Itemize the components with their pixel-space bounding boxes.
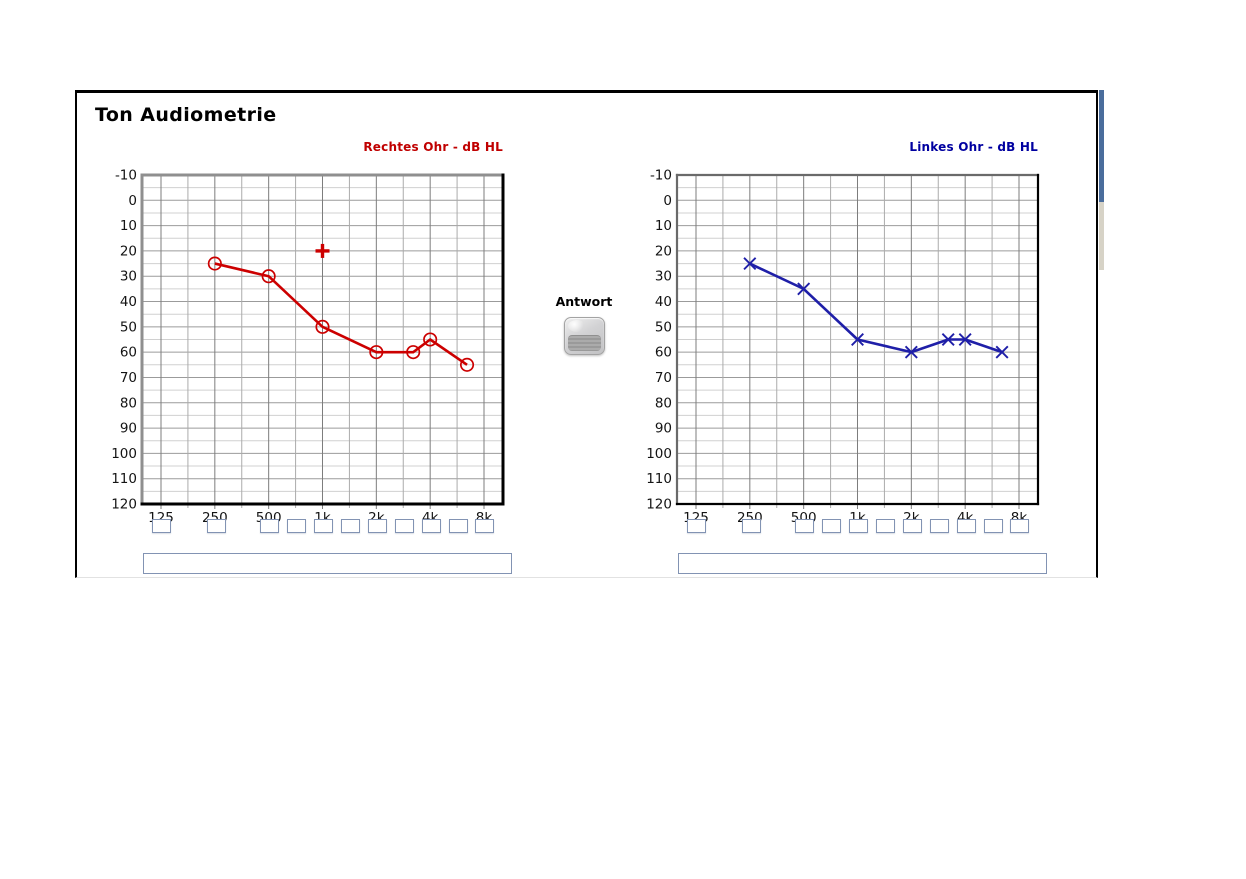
threshold-point-circle-icon (459, 357, 475, 372)
frequency-checkbox[interactable] (287, 519, 306, 533)
svg-text:70: 70 (120, 370, 137, 386)
svg-text:70: 70 (655, 370, 672, 386)
threshold-point-circle-icon (369, 345, 384, 360)
frequency-checkbox[interactable] (822, 519, 841, 533)
svg-text:60: 60 (655, 345, 672, 361)
right-ear-audiogram: Rechtes Ohr - dB HL -10 0 10 20 30 40 50 60 70 80… (100, 140, 520, 585)
svg-text:30: 30 (655, 269, 672, 285)
svg-text:80: 80 (120, 395, 137, 411)
scrollbar (1099, 90, 1104, 270)
frequency-checkbox[interactable] (687, 519, 706, 533)
svg-text:100: 100 (111, 446, 137, 462)
svg-text:50: 50 (655, 319, 672, 335)
frequency-checkbox[interactable] (876, 519, 895, 533)
svg-text:0: 0 (663, 193, 672, 209)
svg-text:-10: -10 (115, 168, 137, 184)
frequency-checkbox[interactable] (341, 519, 360, 533)
svg-text:40: 40 (120, 294, 137, 310)
frequency-checkbox[interactable] (449, 519, 468, 533)
frequency-checkbox[interactable] (984, 519, 1003, 533)
svg-text:50: 50 (120, 319, 137, 335)
svg-text:110: 110 (646, 471, 672, 487)
left-ear-notes-input[interactable] (678, 553, 1047, 574)
frequency-checkbox[interactable] (849, 519, 868, 533)
frequency-checkbox[interactable] (957, 519, 976, 533)
svg-text:0: 0 (128, 193, 137, 209)
scrollbar-thumb[interactable] (1099, 90, 1104, 202)
frequency-checkbox[interactable] (1010, 519, 1029, 533)
svg-text:90: 90 (120, 421, 137, 437)
svg-text:30: 30 (120, 269, 137, 285)
svg-text:100: 100 (646, 446, 672, 462)
scrollbar-track-segment[interactable] (1099, 202, 1104, 270)
frequency-checkbox[interactable] (314, 519, 333, 533)
threshold-point-circle-icon (207, 256, 222, 271)
svg-text:40: 40 (655, 294, 672, 310)
threshold-point-circle-icon (423, 332, 438, 347)
svg-text:-10: -10 (650, 168, 672, 184)
left-ear-audiogram: Linkes Ohr - dB HL -10 0 10 20 30 40 50 60 70 80 9… (635, 140, 1055, 585)
frequency-checkbox[interactable] (930, 519, 949, 533)
right-ear-frequency-checkboxes (100, 519, 520, 535)
svg-text:60: 60 (120, 345, 137, 361)
svg-text:110: 110 (111, 471, 137, 487)
frequency-checkbox[interactable] (422, 519, 441, 533)
frequency-checkbox[interactable] (395, 519, 414, 533)
frequency-checkbox[interactable] (795, 519, 814, 533)
right-ear-chart-title: Rechtes Ohr - dB HL (363, 140, 503, 154)
svg-text:20: 20 (120, 243, 137, 259)
left-ear-chart-title: Linkes Ohr - dB HL (909, 140, 1038, 154)
threshold-point-circle-icon (315, 319, 330, 334)
frequency-checkbox[interactable] (260, 519, 279, 533)
svg-text:80: 80 (655, 395, 672, 411)
frequency-checkbox[interactable] (475, 519, 494, 533)
svg-text:120: 120 (111, 497, 137, 513)
left-ear-frequency-checkboxes (635, 519, 1055, 535)
page-title: Ton Audiometrie (95, 104, 277, 126)
frequency-checkbox[interactable] (152, 519, 171, 533)
svg-text:90: 90 (655, 421, 672, 437)
frequency-checkbox[interactable] (368, 519, 387, 533)
svg-text:10: 10 (655, 218, 672, 234)
antwort-gloss-highlight-icon (567, 320, 586, 332)
antwort-label: Antwort (555, 294, 613, 309)
antwort-indicator: Antwort (546, 294, 622, 355)
right-ear-notes-input[interactable] (143, 553, 512, 574)
frequency-checkbox[interactable] (742, 519, 761, 533)
frequency-checkbox[interactable] (903, 519, 922, 533)
antwort-lamp-recess (567, 335, 601, 351)
threshold-point-circle-icon (261, 269, 276, 284)
svg-text:20: 20 (655, 243, 672, 259)
frequency-checkbox[interactable] (207, 519, 226, 533)
antwort-button[interactable] (563, 317, 605, 355)
threshold-point-circle-icon (406, 345, 421, 360)
svg-text:120: 120 (646, 497, 672, 513)
svg-text:10: 10 (120, 218, 137, 234)
